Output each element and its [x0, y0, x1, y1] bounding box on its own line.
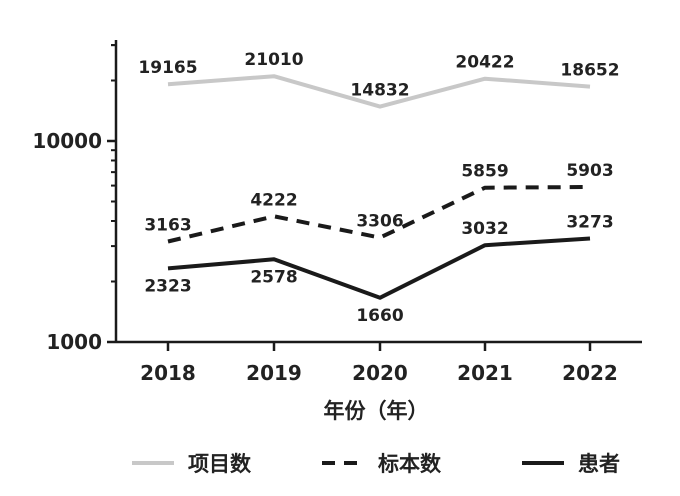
y-axis-ticks: 1000 10000 — [32, 44, 116, 354]
y-tick-label: 1000 — [46, 330, 102, 354]
x-tick-label: 2020 — [352, 361, 408, 385]
x-tick-label: 2022 — [562, 361, 618, 385]
data-label: 19165 — [138, 58, 197, 78]
data-label: 1660 — [356, 306, 403, 326]
data-label: 4222 — [250, 190, 297, 210]
data-label: 2323 — [144, 276, 191, 296]
x-axis-title: 年份（年） — [324, 399, 429, 423]
series-line-2 — [167, 185, 591, 244]
data-label: 3032 — [461, 219, 508, 239]
y-tick-label: 10000 — [32, 129, 102, 153]
data-label: 3163 — [144, 216, 191, 236]
data-label: 5859 — [461, 162, 508, 182]
legend: 项目数 标本数 患者 — [132, 452, 620, 476]
x-tick-label: 2018 — [140, 361, 196, 385]
data-label: 5903 — [566, 161, 613, 181]
data-label: 20422 — [455, 53, 514, 73]
series-line-3 — [167, 236, 591, 300]
data-labels: 19165 21010 14832 20422 18652 3163 4222 3306 585… — [138, 50, 619, 326]
data-label: 3273 — [566, 213, 613, 233]
data-label: 21010 — [244, 50, 303, 70]
series-line-1 — [167, 74, 591, 109]
data-label: 14832 — [350, 81, 409, 101]
legend-label-2: 标本数 — [378, 452, 442, 476]
x-axis-ticks: 2018 2019 2020 2021 2022 — [140, 342, 618, 385]
legend-label-1: 项目数 — [188, 452, 252, 476]
series-lines — [167, 74, 591, 300]
x-tick-label: 2021 — [457, 361, 513, 385]
data-label: 2578 — [250, 267, 297, 287]
data-label: 3306 — [356, 212, 403, 232]
legend-label-3: 患者 — [578, 452, 620, 476]
data-label: 18652 — [560, 61, 619, 81]
x-tick-label: 2019 — [246, 361, 302, 385]
